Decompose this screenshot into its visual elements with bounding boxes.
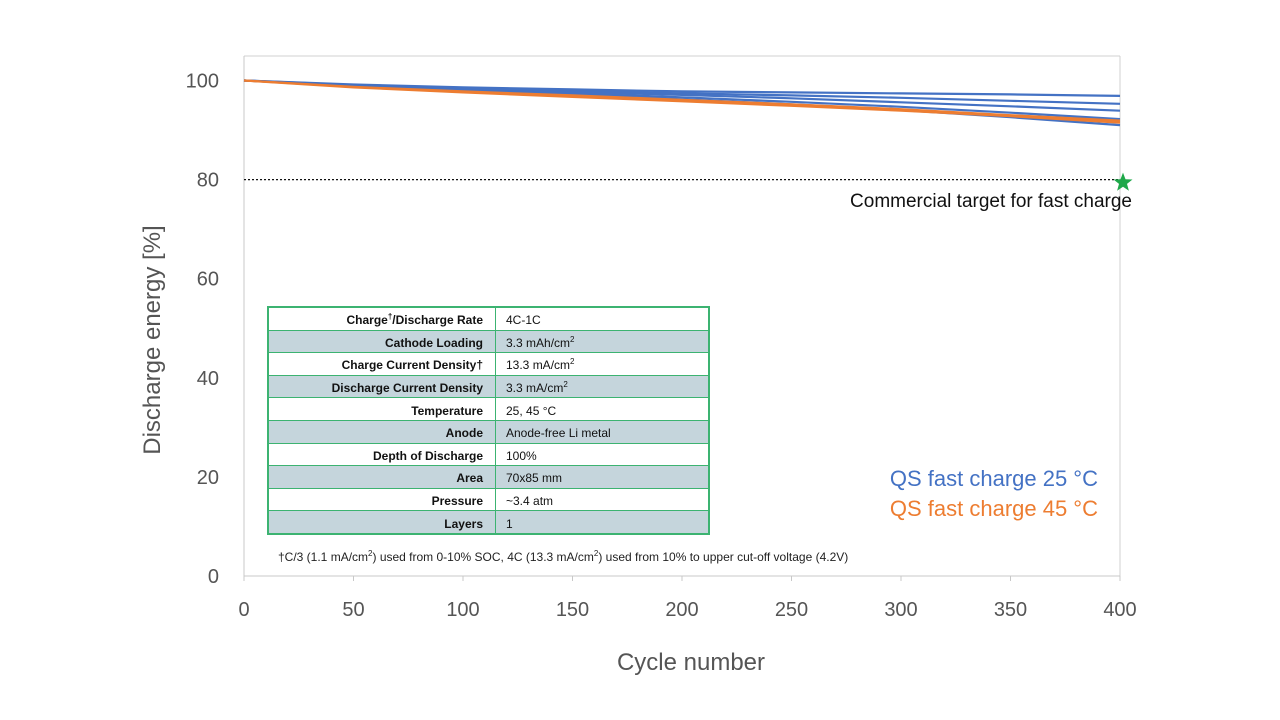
y-tick-label: 60 — [197, 269, 219, 291]
spec-row: Discharge Current Density 3.3 mA/cm2 — [267, 374, 710, 399]
y-tick-label: 0 — [208, 566, 219, 588]
footnote-sup-2: 2 — [593, 549, 599, 558]
y-axis-title: Discharge energy [%] — [139, 225, 166, 454]
star-icon — [1113, 172, 1133, 191]
series-lines — [243, 79, 1121, 127]
x-tick-label: 200 — [665, 599, 698, 621]
spec-row: Area 70x85 mm — [267, 465, 710, 489]
spec-key: Pressure — [267, 487, 496, 512]
footnote-part-1: †C/3 (1.1 mA/cm — [278, 550, 369, 564]
y-tick-label: 40 — [197, 368, 219, 390]
x-tick-label: 100 — [446, 599, 479, 621]
x-tick-label: 0 — [238, 599, 249, 621]
spec-value: 70x85 mm — [495, 465, 710, 489]
spec-row: Temperature 25, 45 °C — [267, 397, 710, 421]
legend-entry-25c: QS fast charge 25 °C — [890, 466, 1098, 491]
footnote-part-2: ) used from 0-10% SOC, 4C (13.3 mA/cm — [372, 550, 594, 564]
spec-row: Charge†/Discharge Rate 4C-1C — [267, 306, 710, 331]
cell-spec-table: Charge†/Discharge Rate 4C-1C Cathode Loadi… — [267, 306, 710, 535]
y-axis-ticks: 0 20 40 60 80 100 — [186, 71, 219, 589]
x-tick-label: 50 — [342, 599, 364, 621]
x-tick-label: 150 — [556, 599, 589, 621]
spec-key: Discharge Current Density — [267, 374, 496, 399]
spec-key: Cathode Loading — [267, 329, 496, 354]
x-tick-label: 350 — [994, 599, 1027, 621]
y-tick-label: 20 — [197, 467, 219, 489]
spec-row: Anode Anode-free Li metal — [267, 419, 710, 444]
spec-value: 1 — [495, 510, 710, 535]
footnote: †C/3 (1.1 mA/cm2) used from 0-10% SOC, 4… — [278, 549, 1098, 564]
spec-key: Layers — [267, 510, 496, 535]
x-tick-label: 300 — [884, 599, 917, 621]
x-tick-label: 250 — [775, 599, 808, 621]
spec-key: Charge†/Discharge Rate — [267, 306, 496, 331]
spec-key: Charge Current Density† — [267, 352, 496, 376]
spec-key: Temperature — [267, 397, 496, 421]
spec-key: Depth of Discharge — [267, 442, 496, 467]
spec-row: Depth of Discharge 100% — [267, 442, 710, 467]
spec-value: 13.3 mA/cm2 — [495, 352, 710, 376]
spec-row: Cathode Loading 3.3 mAh/cm2 — [267, 329, 710, 354]
spec-value: 3.3 mA/cm2 — [495, 374, 710, 399]
y-tick-label: 80 — [197, 170, 219, 192]
spec-value: 25, 45 °C — [495, 397, 710, 421]
spec-key: Area — [267, 465, 496, 489]
x-axis-title: Cycle number — [617, 649, 765, 676]
spec-value: 4C-1C — [495, 306, 710, 331]
spec-value: 3.3 mAh/cm2 — [495, 329, 710, 354]
spec-row: Charge Current Density† 13.3 mA/cm2 — [267, 352, 710, 376]
spec-row: Layers 1 — [267, 510, 710, 535]
spec-value: ~3.4 atm — [495, 487, 710, 512]
spec-key: Anode — [267, 419, 496, 444]
spec-row: Pressure ~3.4 atm — [267, 487, 710, 512]
footnote-sup-1: 2 — [368, 549, 373, 558]
spec-value: 100% — [495, 442, 710, 467]
legend-entry-45c: QS fast charge 45 °C — [890, 496, 1098, 521]
series-line-7 — [243, 79, 1121, 124]
spec-value: Anode-free Li metal — [495, 419, 710, 444]
x-tick-label: 400 — [1103, 599, 1136, 621]
x-axis-ticks: 0 50 100 150 200 250 300 350 400 — [238, 576, 1137, 621]
reference-line-label: Commercial target for fast charge — [850, 191, 1132, 212]
y-tick-label: 100 — [186, 71, 219, 93]
reference-line-group — [244, 172, 1133, 191]
footnote-part-3: ) used from 10% to upper cut-off voltage… — [598, 550, 849, 564]
